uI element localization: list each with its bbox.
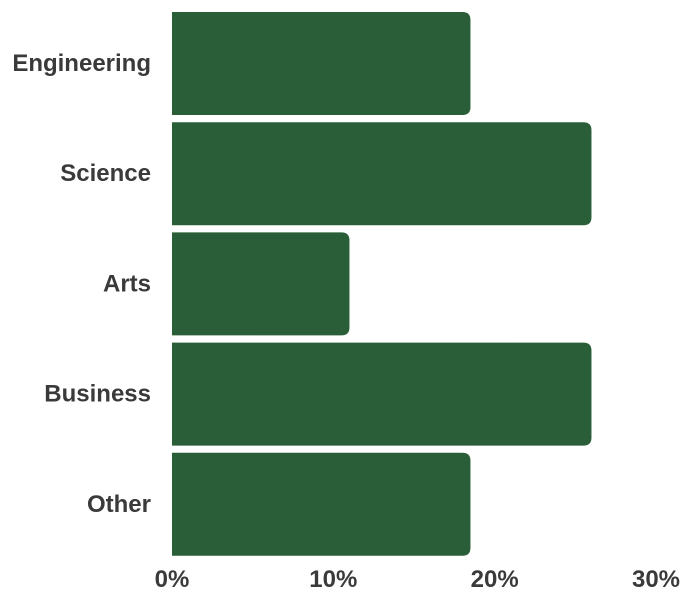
- category-label-engineering: Engineering: [12, 50, 151, 77]
- x-tick-label-10: 10%: [309, 566, 357, 593]
- category-label-arts: Arts: [103, 270, 151, 297]
- bar-business: [172, 342, 592, 446]
- x-tick-label-30: 30%: [632, 566, 680, 593]
- category-label-other: Other: [87, 491, 151, 518]
- bar-engineering: [172, 12, 471, 115]
- category-label-business: Business: [44, 381, 151, 408]
- x-tick-label-0: 0%: [155, 566, 190, 593]
- x-axis-tick-labels: 0% 10% 20% 30%: [155, 566, 680, 593]
- x-tick-label-20: 20%: [471, 566, 519, 593]
- bar-other: [172, 452, 471, 556]
- category-label-science: Science: [60, 160, 151, 187]
- bars-layer: [172, 12, 592, 556]
- category-labels: Engineering Science Arts Business Other: [12, 50, 151, 518]
- bar-science: [172, 122, 592, 226]
- bar-arts: [172, 232, 350, 336]
